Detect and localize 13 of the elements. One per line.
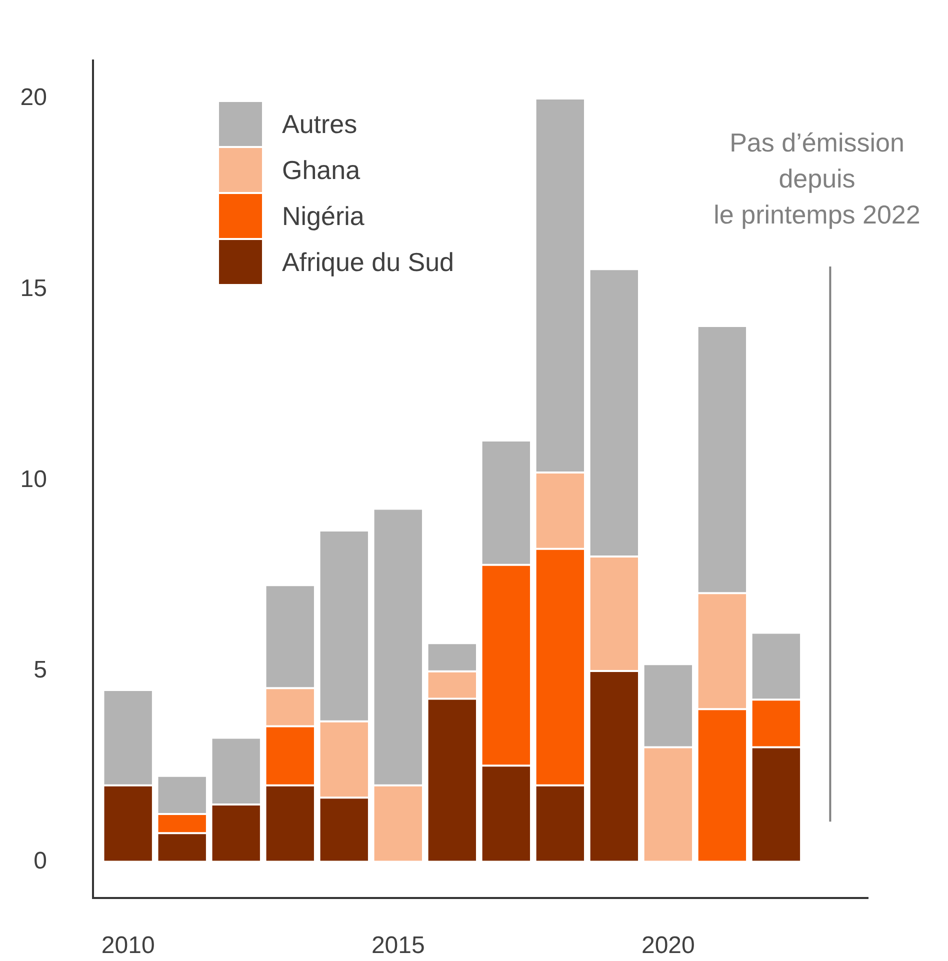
x-tick-label: 2015: [371, 932, 425, 960]
legend-label: Nigéria: [282, 200, 364, 232]
y-tick-label: 10: [20, 466, 47, 493]
legend-label: Autres: [282, 108, 358, 140]
y-tick-label: 15: [20, 274, 47, 302]
y-tick-label: 5: [34, 656, 47, 684]
legend-label: Ghana: [282, 154, 360, 186]
x-tick-label: 2010: [101, 932, 155, 960]
legend-label: Afrique du Sud: [282, 246, 454, 278]
y-tick-label: 20: [20, 84, 47, 112]
x-tick-label: 2020: [641, 932, 695, 960]
annotation: Pas d’émission depuis le printemps 2022: [714, 128, 920, 230]
y-tick-label: 0: [34, 847, 47, 874]
